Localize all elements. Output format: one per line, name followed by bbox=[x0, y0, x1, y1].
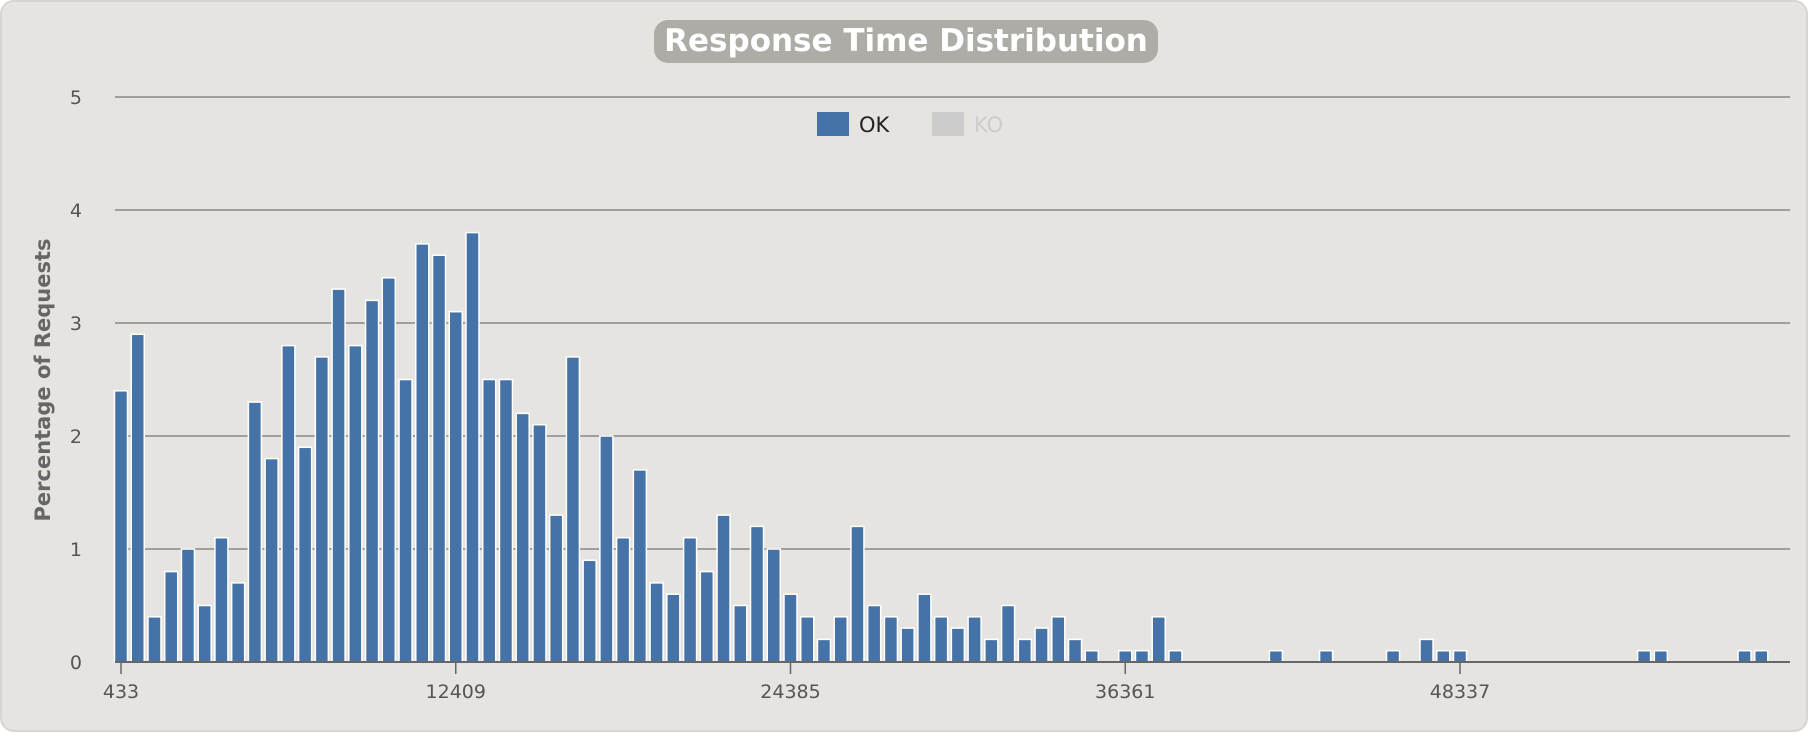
bar-ok bbox=[314, 356, 330, 663]
bar-ok bbox=[866, 604, 882, 663]
bar-ok bbox=[1051, 616, 1066, 663]
bar-ok bbox=[716, 514, 731, 663]
bar-ok bbox=[465, 231, 480, 663]
bar-ok bbox=[783, 593, 798, 663]
bar-ok bbox=[1268, 649, 1284, 663]
bar-ok bbox=[883, 616, 899, 663]
x-tick-labels: 433 12409 24385 36361 48337 bbox=[103, 681, 1490, 703]
bar-ok bbox=[297, 446, 313, 663]
bar-ok bbox=[649, 582, 664, 663]
y-axis-label: Percentage of Requests bbox=[31, 239, 55, 522]
bar-ok bbox=[331, 288, 346, 663]
bar-ok bbox=[532, 423, 547, 663]
bar-ok bbox=[214, 536, 229, 663]
bar-ok bbox=[666, 593, 681, 663]
bar-ok bbox=[1452, 649, 1468, 663]
bar-ok bbox=[1754, 649, 1769, 663]
bar-ok bbox=[900, 627, 915, 663]
bar-ok bbox=[967, 616, 982, 663]
y-tick-label: 1 bbox=[70, 539, 82, 561]
bar-ok bbox=[1636, 649, 1652, 663]
bar-ok bbox=[1084, 649, 1100, 663]
bar-ok bbox=[1034, 627, 1049, 663]
bar-ok bbox=[230, 582, 246, 663]
chart-title: Response Time Distribution bbox=[654, 20, 1158, 63]
bar-ok bbox=[1385, 649, 1401, 663]
bar-ok bbox=[398, 378, 413, 663]
x-tick-label: 12409 bbox=[426, 681, 486, 703]
bar-ok bbox=[1000, 604, 1016, 663]
bar-ok bbox=[431, 254, 447, 663]
bar-ok bbox=[1168, 649, 1183, 663]
bar-ok bbox=[481, 378, 497, 663]
bar-ok bbox=[1151, 616, 1166, 663]
legend-label: OK bbox=[859, 113, 891, 137]
legend-swatch bbox=[932, 112, 964, 136]
bar-ok bbox=[264, 457, 279, 663]
bar-ok bbox=[632, 469, 648, 663]
bar-ok bbox=[933, 616, 949, 663]
bar-ok bbox=[816, 638, 832, 663]
bar-ok bbox=[1318, 649, 1334, 663]
bar-ok bbox=[699, 570, 715, 663]
bar-ok bbox=[733, 604, 748, 663]
bar-ok bbox=[850, 525, 865, 663]
x-tick-label: 36361 bbox=[1095, 681, 1155, 703]
y-tick-label: 3 bbox=[70, 313, 82, 335]
bar-ok bbox=[415, 243, 430, 663]
bar-ok bbox=[833, 616, 848, 663]
bar-ok bbox=[950, 627, 966, 663]
x-tick-label: 433 bbox=[103, 681, 139, 703]
bar-ok bbox=[498, 378, 514, 663]
bar-ok bbox=[515, 412, 530, 663]
bar-ok bbox=[281, 344, 296, 663]
bars-ok bbox=[113, 231, 1769, 663]
bar-ok bbox=[548, 514, 564, 663]
bar-ok bbox=[599, 435, 614, 663]
y-tick-label: 5 bbox=[70, 87, 82, 109]
x-tick-label: 24385 bbox=[760, 681, 820, 703]
bar-ok bbox=[1118, 649, 1133, 663]
bar-ok bbox=[163, 570, 179, 663]
bar-ok bbox=[766, 548, 782, 663]
bar-ok bbox=[1134, 649, 1150, 663]
bar-ok bbox=[147, 616, 162, 663]
bar-ok bbox=[1436, 649, 1451, 663]
bar-ok bbox=[381, 277, 397, 663]
y-tick-label: 2 bbox=[70, 426, 82, 448]
bar-ok bbox=[1653, 649, 1669, 663]
legend-item-ko[interactable]: KO bbox=[932, 112, 1003, 137]
bar-ok bbox=[247, 401, 263, 663]
x-axis bbox=[115, 661, 1790, 674]
legend-swatch bbox=[817, 112, 849, 136]
legend-label: KO bbox=[974, 113, 1003, 137]
bar-ok bbox=[799, 616, 815, 663]
bar-ok bbox=[1419, 638, 1434, 663]
bar-ok bbox=[984, 638, 999, 663]
legend-item-ok[interactable]: OK bbox=[817, 112, 891, 137]
bar-ok bbox=[1737, 649, 1752, 663]
bar-ok bbox=[917, 593, 932, 663]
bar-ok bbox=[615, 536, 631, 663]
bar-ok bbox=[348, 344, 363, 663]
bar-ok bbox=[1017, 638, 1033, 663]
legend: OK KO bbox=[817, 112, 1003, 137]
y-tick-label: 4 bbox=[70, 200, 82, 222]
bar-ok bbox=[682, 536, 698, 663]
bar-ok bbox=[197, 604, 212, 663]
bar-ok bbox=[448, 310, 463, 663]
bar-ok bbox=[749, 525, 765, 663]
x-tick-label: 48337 bbox=[1430, 681, 1490, 703]
bar-ok bbox=[565, 356, 581, 663]
y-tick-label: 0 bbox=[70, 652, 82, 674]
bar-ok bbox=[130, 333, 145, 663]
bar-ok bbox=[180, 548, 196, 663]
bar-ok bbox=[1067, 638, 1083, 663]
bar-ok bbox=[364, 299, 380, 663]
bar-ok bbox=[582, 559, 597, 663]
y-tick-labels: 0 1 2 3 4 5 bbox=[70, 87, 82, 674]
bar-ok bbox=[113, 390, 129, 663]
